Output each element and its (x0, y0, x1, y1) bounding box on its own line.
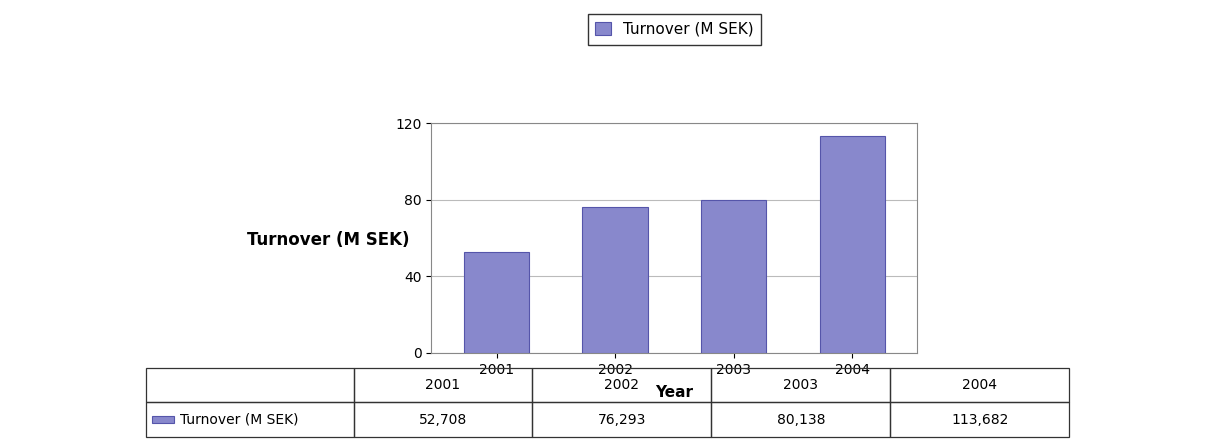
X-axis label: Year: Year (655, 385, 694, 400)
Text: 2002: 2002 (604, 378, 639, 392)
Text: Turnover (M SEK): Turnover (M SEK) (247, 232, 409, 249)
Text: 2001: 2001 (425, 378, 460, 392)
Legend: Turnover (M SEK): Turnover (M SEK) (588, 14, 761, 45)
Text: 113,682: 113,682 (951, 412, 1008, 426)
Text: 2003: 2003 (784, 378, 819, 392)
Text: 52,708: 52,708 (419, 412, 467, 426)
Text: 2004: 2004 (962, 378, 998, 392)
Text: Turnover (M SEK): Turnover (M SEK) (180, 412, 299, 426)
Bar (464, 252, 529, 353)
Bar (582, 207, 648, 353)
Bar (820, 135, 885, 353)
Text: 80,138: 80,138 (776, 412, 825, 426)
Bar (701, 200, 767, 353)
Text: 76,293: 76,293 (598, 412, 646, 426)
